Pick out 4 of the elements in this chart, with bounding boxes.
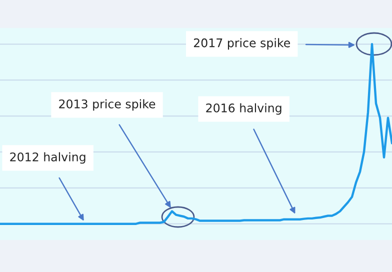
annotation: 2016 halving — [206, 103, 282, 115]
annotation: 2012 halving — [10, 152, 86, 164]
annotation: 2017 price spike — [194, 38, 290, 50]
annotation: 2013 price spike — [59, 99, 156, 111]
